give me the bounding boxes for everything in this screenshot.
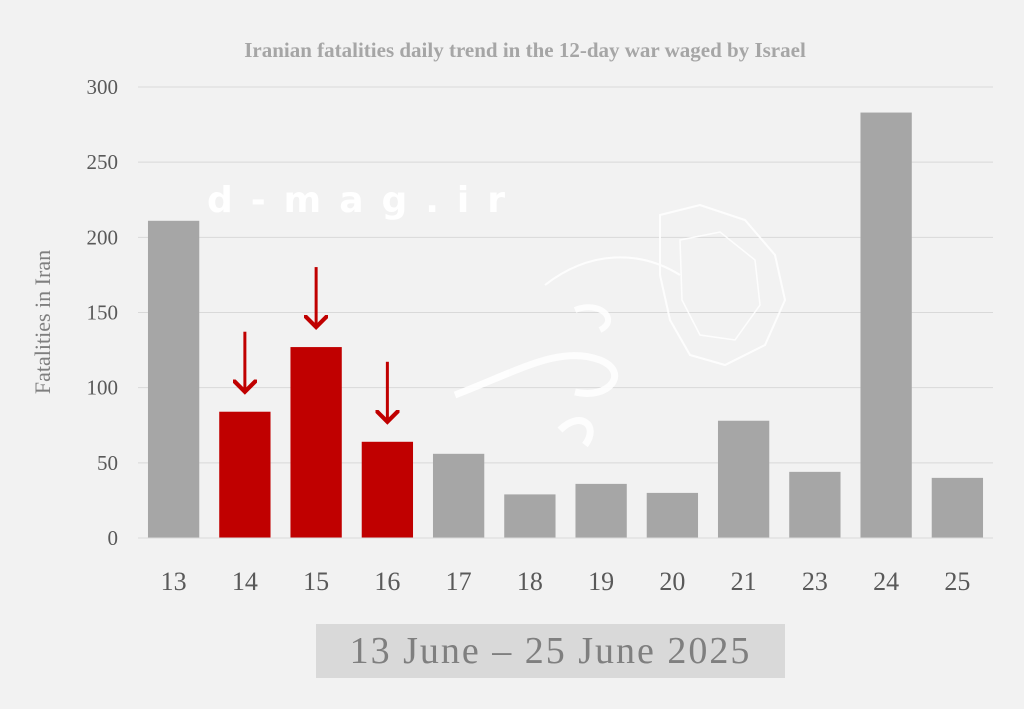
bar-24 bbox=[860, 112, 912, 538]
x-tick-label: 18 bbox=[517, 567, 543, 596]
bar-13 bbox=[147, 220, 200, 538]
x-tick-label: 21 bbox=[731, 567, 757, 596]
x-tick-label: 16 bbox=[374, 567, 400, 596]
bar-16 bbox=[361, 441, 414, 538]
y-axis-ticks: 0 50 100 150 200 250 300 bbox=[87, 75, 119, 550]
bar-23 bbox=[789, 471, 841, 538]
bar-19 bbox=[575, 483, 627, 538]
y-tick-label: 50 bbox=[97, 451, 118, 475]
watermark-text: d-mag.ir bbox=[207, 180, 523, 221]
x-tick-label: 25 bbox=[944, 567, 970, 596]
bar-17 bbox=[432, 453, 485, 538]
watermark-logo-icon bbox=[453, 203, 787, 448]
annotation-arrows bbox=[245, 267, 388, 422]
y-tick-label: 250 bbox=[87, 150, 119, 174]
bar-14 bbox=[219, 411, 271, 538]
y-tick-label: 100 bbox=[87, 376, 119, 400]
x-tick-label: 13 bbox=[161, 567, 187, 596]
gridlines bbox=[138, 86, 993, 464]
y-tick-label: 150 bbox=[87, 301, 119, 325]
bar-20 bbox=[646, 492, 699, 538]
y-tick-label: 200 bbox=[87, 225, 119, 249]
date-range-label: 13 June – 25 June 2025 bbox=[349, 630, 752, 672]
y-axis-title: Fatalities in Iran bbox=[30, 250, 55, 394]
x-tick-label: 17 bbox=[446, 567, 472, 596]
bar-15 bbox=[290, 347, 342, 538]
y-tick-label: 300 bbox=[87, 75, 119, 99]
y-tick-label: 0 bbox=[108, 526, 119, 550]
bar-21 bbox=[717, 420, 770, 538]
x-axis-ticks: 13 14 15 16 17 18 19 20 21 23 24 25 bbox=[161, 567, 971, 596]
x-tick-label: 24 bbox=[873, 567, 899, 596]
x-tick-label: 20 bbox=[659, 567, 685, 596]
x-tick-label: 23 bbox=[802, 567, 828, 596]
bars bbox=[147, 112, 984, 538]
x-tick-label: 14 bbox=[232, 567, 258, 596]
x-tick-label: 19 bbox=[588, 567, 614, 596]
date-range-banner: 13 June – 25 June 2025 bbox=[316, 624, 785, 678]
x-tick-label: 15 bbox=[303, 567, 329, 596]
bar-18 bbox=[504, 494, 556, 538]
bar-25 bbox=[931, 477, 984, 538]
chart-title: Iranian fatalities daily trend in the 12… bbox=[244, 38, 806, 62]
